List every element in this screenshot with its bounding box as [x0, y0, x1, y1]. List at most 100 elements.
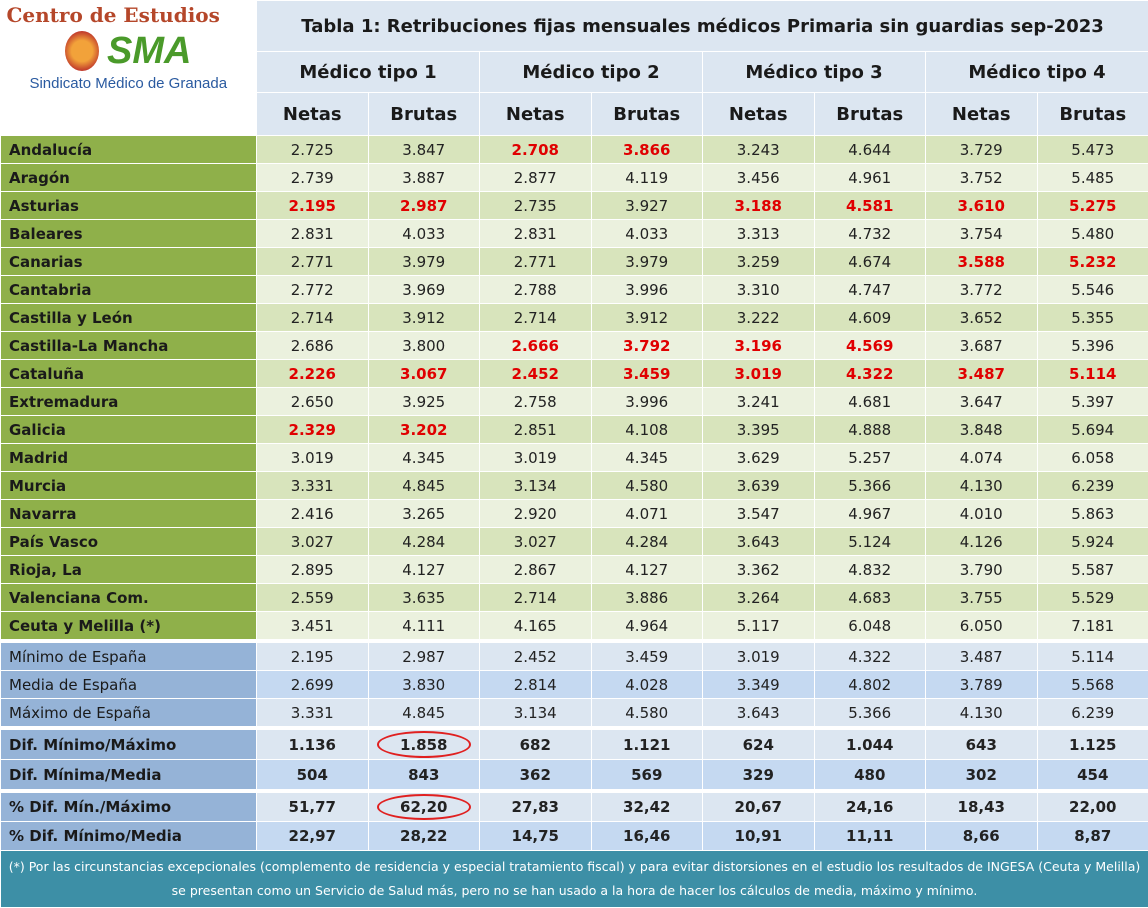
- cell: 3.792: [591, 332, 703, 360]
- cell: 4.802: [814, 671, 926, 699]
- summary-label: % Dif. Mínimo/Media: [1, 822, 257, 851]
- cell: 2.788: [480, 276, 592, 304]
- cell: 2.699: [257, 671, 369, 699]
- subheader: Netas: [926, 93, 1038, 136]
- cell: 2.714: [480, 304, 592, 332]
- cell: 2.877: [480, 164, 592, 192]
- cell: 3.202: [368, 416, 480, 444]
- cell: 6.048: [814, 612, 926, 642]
- cell: 4.033: [591, 220, 703, 248]
- cell: 329: [703, 760, 815, 792]
- cell: 2.714: [480, 584, 592, 612]
- cell: 4.322: [814, 360, 926, 388]
- cell: 4.569: [814, 332, 926, 360]
- cell: 4.033: [368, 220, 480, 248]
- cell: 1.044: [814, 728, 926, 760]
- group-header: Médico tipo 3: [703, 52, 926, 93]
- cell: 3.019: [703, 641, 815, 671]
- cell: 5.587: [1037, 556, 1148, 584]
- cell: 3.866: [591, 136, 703, 164]
- cell: 4.322: [814, 641, 926, 671]
- region-label: Asturias: [1, 192, 257, 220]
- cell: 5.924: [1037, 528, 1148, 556]
- cell: 2.559: [257, 584, 369, 612]
- cell: 5.397: [1037, 388, 1148, 416]
- cell: 1.125: [1037, 728, 1148, 760]
- region-label: Cantabria: [1, 276, 257, 304]
- cell: 4.010: [926, 500, 1038, 528]
- cell: 4.071: [591, 500, 703, 528]
- cell: 302: [926, 760, 1038, 792]
- cell: 3.134: [480, 699, 592, 729]
- cell: 1.136: [257, 728, 369, 760]
- logo-mark-text: SMA: [107, 31, 191, 71]
- cell: 8,87: [1037, 822, 1148, 851]
- cell: 504: [257, 760, 369, 792]
- cell: 3.790: [926, 556, 1038, 584]
- cell: 4.119: [591, 164, 703, 192]
- summary-label: Media de España: [1, 671, 257, 699]
- cell: 3.979: [368, 248, 480, 276]
- cell: 5.355: [1037, 304, 1148, 332]
- subheader: Brutas: [591, 93, 703, 136]
- cell: 5.480: [1037, 220, 1148, 248]
- cell: 62,20: [368, 791, 480, 822]
- cell: 5.568: [1037, 671, 1148, 699]
- cell: 4.126: [926, 528, 1038, 556]
- summary-label: Mínimo de España: [1, 641, 257, 671]
- cell: 362: [480, 760, 592, 792]
- cell: 4.609: [814, 304, 926, 332]
- cell: 843: [368, 760, 480, 792]
- region-label: Murcia: [1, 472, 257, 500]
- cell: 4.127: [368, 556, 480, 584]
- cell: 3.969: [368, 276, 480, 304]
- region-label: Navarra: [1, 500, 257, 528]
- circle-highlight: [377, 731, 472, 758]
- cell: 3.019: [703, 360, 815, 388]
- cell: 2.831: [480, 220, 592, 248]
- footnote-row: (*) Por las circunstancias excepcionales…: [1, 851, 1148, 908]
- region-label: Madrid: [1, 444, 257, 472]
- region-label: Canarias: [1, 248, 257, 276]
- cell: 5.114: [1037, 641, 1148, 671]
- summary-label: % Dif. Mín./Máximo: [1, 791, 257, 822]
- cell: 4.681: [814, 388, 926, 416]
- cell: 3.241: [703, 388, 815, 416]
- cell: 3.912: [368, 304, 480, 332]
- cell: 3.588: [926, 248, 1038, 276]
- cell: 480: [814, 760, 926, 792]
- cell: 2.895: [257, 556, 369, 584]
- cell: 4.964: [591, 612, 703, 642]
- cell: 3.789: [926, 671, 1038, 699]
- cell: 28,22: [368, 822, 480, 851]
- subheader: Brutas: [814, 93, 926, 136]
- cell: 2.650: [257, 388, 369, 416]
- cell: 5.366: [814, 699, 926, 729]
- logo-emblem: [65, 31, 99, 71]
- region-label: Castilla-La Mancha: [1, 332, 257, 360]
- cell: 3.067: [368, 360, 480, 388]
- cell: 682: [480, 728, 592, 760]
- cell: 6.050: [926, 612, 1038, 642]
- cell: 3.752: [926, 164, 1038, 192]
- subheader: Netas: [703, 93, 815, 136]
- region-label: Valenciana Com.: [1, 584, 257, 612]
- cell: 8,66: [926, 822, 1038, 851]
- cell: 5.257: [814, 444, 926, 472]
- cell: 3.847: [368, 136, 480, 164]
- cell: 3.729: [926, 136, 1038, 164]
- cell: 2.195: [257, 641, 369, 671]
- cell: 3.134: [480, 472, 592, 500]
- cell: 3.996: [591, 276, 703, 304]
- cell: 3.927: [591, 192, 703, 220]
- cell: 3.313: [703, 220, 815, 248]
